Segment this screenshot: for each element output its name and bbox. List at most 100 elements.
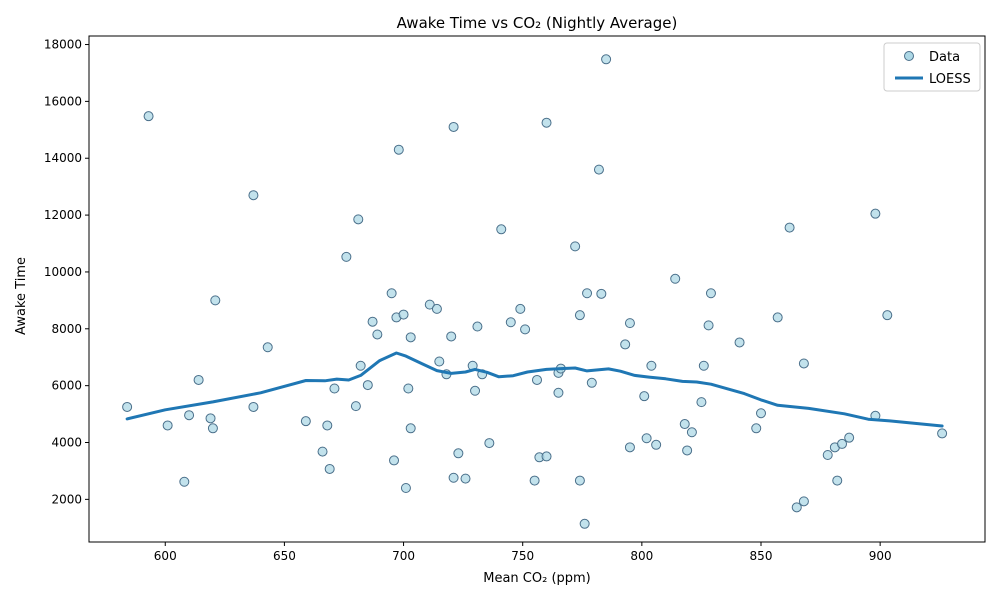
data-point (210, 295, 221, 306)
data-point (350, 401, 361, 412)
data-point (837, 438, 848, 449)
data-point (822, 450, 833, 461)
x-axis-label: Mean CO₂ (ppm) (483, 571, 591, 586)
data-point (670, 273, 681, 284)
data-point (679, 419, 690, 430)
data-point (705, 288, 716, 299)
legend-marker-data (904, 51, 914, 61)
data-point (184, 410, 195, 421)
x-tick-label: 600 (154, 549, 177, 563)
data-point (624, 442, 635, 453)
data-point (405, 423, 416, 434)
data-point (400, 482, 411, 493)
data-point (696, 397, 707, 408)
data-point (541, 451, 552, 462)
x-tick-label: 750 (511, 549, 534, 563)
data-point (472, 321, 483, 332)
data-point (484, 438, 495, 449)
data-point (248, 190, 259, 201)
y-tick-label: 2000 (51, 492, 82, 506)
x-axis-ticks: 600 650 700 750 800 850 900 (154, 542, 892, 563)
data-point (784, 222, 795, 233)
data-point (832, 475, 843, 486)
x-tick-label: 650 (273, 549, 296, 563)
data-point (496, 224, 507, 235)
data-point (448, 121, 459, 132)
data-point (446, 331, 457, 342)
data-point (532, 374, 542, 385)
data-point (248, 401, 259, 412)
data-point (322, 420, 333, 431)
data-point (870, 208, 881, 219)
data-point (122, 401, 133, 412)
data-point (515, 303, 526, 314)
data-point (520, 324, 531, 335)
data-point (193, 374, 204, 385)
data-point (651, 439, 662, 450)
legend: Data LOESS (883, 42, 981, 92)
data-point (574, 475, 585, 486)
x-tick-label: 900 (869, 549, 892, 563)
y-tick-label: 4000 (51, 436, 82, 450)
data-point (937, 428, 948, 439)
data-point (460, 473, 471, 484)
y-tick-label: 10000 (44, 265, 82, 279)
data-point (529, 475, 540, 486)
data-point (734, 337, 745, 348)
data-point (367, 316, 378, 327)
data-point (579, 518, 590, 529)
data-point (405, 332, 416, 343)
data-point (570, 241, 581, 252)
data-point (582, 288, 593, 299)
data-point (593, 164, 604, 175)
data-point (639, 391, 650, 402)
data-point (355, 360, 366, 371)
data-point (329, 383, 340, 394)
data-point (756, 408, 766, 419)
x-tick-label: 850 (750, 549, 773, 563)
data-point (431, 303, 442, 314)
data-point (317, 446, 328, 457)
x-tick-label: 800 (630, 549, 653, 563)
x-tick-label: 700 (392, 549, 415, 563)
data-point (207, 423, 218, 434)
y-tick-label: 16000 (44, 94, 82, 108)
data-point (448, 472, 459, 483)
data-point (353, 214, 364, 225)
data-point (403, 383, 414, 394)
data-point (624, 318, 635, 329)
y-axis-label: Awake Time (14, 257, 29, 335)
data-point (844, 432, 855, 443)
data-point (686, 427, 697, 438)
data-point (389, 455, 400, 466)
data-point (453, 448, 464, 459)
data-point (586, 377, 597, 388)
data-point (882, 310, 893, 321)
loess-line (125, 351, 944, 428)
y-tick-label: 8000 (51, 322, 82, 336)
data-point (698, 360, 709, 371)
axes-frame (88, 35, 986, 543)
data-point (324, 463, 335, 474)
data-point (505, 317, 516, 328)
data-point (798, 496, 809, 507)
data-point (393, 144, 404, 155)
data-point (646, 360, 657, 371)
data-point (596, 288, 607, 299)
y-tick-label: 12000 (44, 208, 82, 222)
data-point (574, 310, 585, 321)
legend-label-loess: LOESS (929, 72, 971, 87)
data-point (424, 299, 435, 310)
data-point (798, 358, 809, 369)
data-point (179, 476, 190, 487)
data-point (434, 356, 445, 367)
y-tick-label: 14000 (44, 151, 82, 165)
y-axis-ticks: 2000 4000 6000 8000 10000 12000 14000 16000 1800… (44, 38, 89, 506)
data-point (262, 342, 273, 353)
data-point (162, 420, 173, 431)
data-point (143, 111, 154, 122)
data-point (341, 251, 352, 262)
y-tick-label: 6000 (51, 379, 82, 393)
